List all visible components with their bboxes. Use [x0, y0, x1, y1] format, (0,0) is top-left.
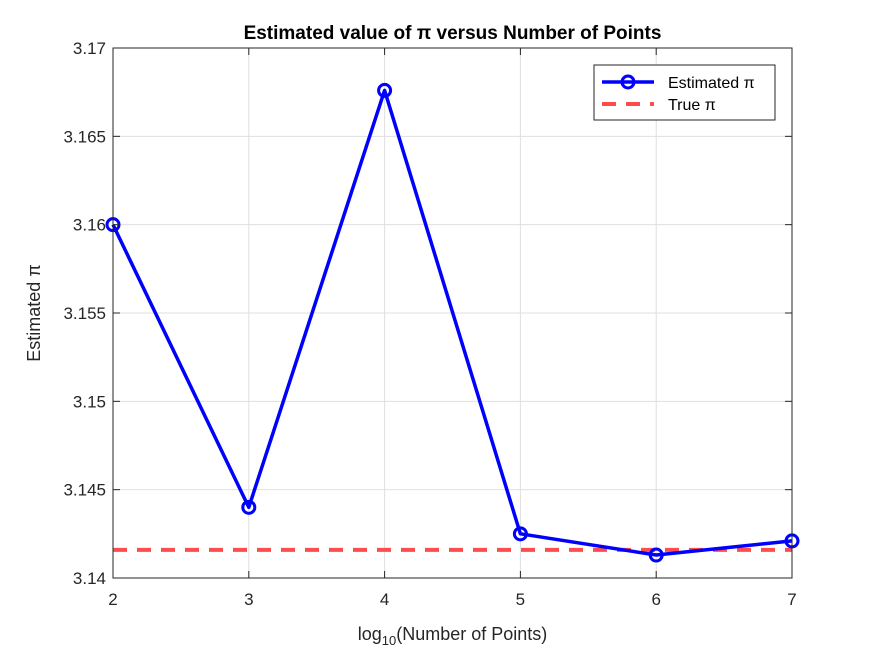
x-axis-label-rest: (Number of Points) [396, 624, 547, 644]
x-tick-label: 6 [651, 590, 660, 609]
legend-label-estimated-pi: Estimated π [668, 75, 755, 92]
legend-box [593, 64, 776, 121]
x-axis-label: log10(Number of Points) [358, 624, 548, 648]
legend: Estimated π True π [593, 64, 776, 121]
x-tick-label: 2 [108, 590, 117, 609]
chart-title: Estimated value of π versus Number of Po… [244, 23, 662, 44]
data-point-estimated-pi [512, 526, 528, 542]
y-tick-label: 3.14 [73, 569, 106, 588]
y-tick-label: 3.155 [63, 304, 106, 323]
data-point-estimated-pi [241, 499, 257, 515]
x-tick-label: 3 [244, 590, 253, 609]
plot-area [105, 82, 800, 563]
x-tick-label: 5 [516, 590, 525, 609]
legend-label-true-pi: True π [668, 97, 716, 114]
y-tick-label: 3.145 [63, 481, 106, 500]
y-tick-label: 3.16 [73, 216, 106, 235]
data-point-estimated-pi [377, 82, 393, 98]
x-axis-label-base: log [358, 624, 382, 644]
data-point-estimated-pi [648, 547, 664, 563]
series-line-estimated-pi [111, 88, 793, 557]
x-axis-label-subscript: 10 [382, 633, 396, 648]
y-axis-label: Estimated π [24, 264, 44, 361]
x-tick-label: 7 [787, 590, 796, 609]
y-tick-label: 3.17 [73, 39, 106, 58]
ticks: 2 3 4 5 6 7 3.14 3.145 3.15 3.155 3.16 3.165 3.17 [63, 39, 796, 609]
x-tick-label: 4 [380, 590, 389, 609]
y-tick-label: 3.165 [63, 127, 106, 146]
legend-marker-estimated-pi [620, 74, 636, 90]
y-tick-label: 3.15 [73, 392, 106, 411]
